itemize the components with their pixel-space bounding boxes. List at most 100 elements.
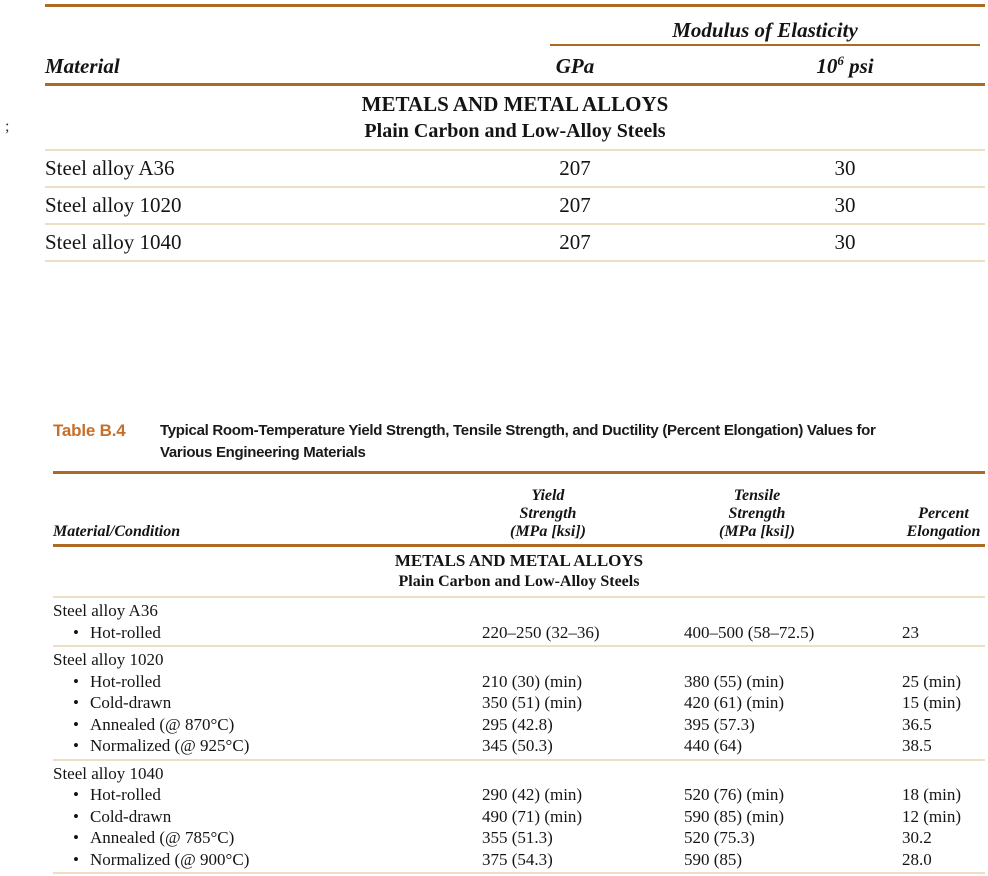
bullet-icon: •	[73, 671, 79, 691]
row-separator	[45, 149, 985, 151]
material-cell: Steel alloy A36	[45, 156, 175, 180]
condition-label: Hot-rolled	[90, 785, 161, 804]
section-header: METALS AND METAL ALLOYS Plain Carbon and…	[53, 547, 985, 596]
modulus-column-header-row: Material GPa 106 psi	[45, 46, 985, 83]
bullet-icon: •	[73, 785, 79, 804]
yield-value: 375 (54.3)	[482, 849, 553, 869]
table-row: • Annealed (@ 870°C) 295 (42.8) 395 (57.3…	[53, 714, 985, 736]
yield-value: 345 (50.3)	[482, 736, 553, 755]
table-b4: Table B.4 Typical Room-Temperature Yield…	[53, 415, 985, 874]
material-cell: Steel alloy 1020	[45, 193, 182, 217]
elongation-value: 12 (min)	[902, 806, 962, 826]
elongation-value: 38.5	[902, 736, 932, 755]
yield-value: 220–250 (32–36)	[482, 622, 600, 642]
psi-value: 30	[834, 193, 856, 217]
condition-cell: • Hot-rolled	[53, 622, 482, 644]
psi-value: 30	[834, 230, 856, 254]
table-label: Table B.4	[53, 421, 126, 440]
bullet-icon: •	[73, 828, 79, 847]
yield-value: 210 (30) (min)	[482, 671, 583, 691]
material-group: Steel alloy A36 • Hot-rolled 220–250 (32–…	[53, 598, 985, 647]
condition-label: Normalized (@ 925°C)	[90, 736, 250, 755]
section-title: METALS AND METAL ALLOYS	[394, 551, 644, 570]
condition-label: Hot-rolled	[90, 671, 161, 691]
yield-value: 290 (42) (min)	[482, 785, 583, 804]
condition-cell: • Annealed (@ 870°C)	[53, 714, 482, 736]
table-row: Steel alloy 1040 207 30	[45, 225, 985, 262]
elongation-value: 30.2	[902, 828, 932, 847]
section-subtitle: Plain Carbon and Low-Alloy Steels	[364, 120, 666, 142]
material-cell: Steel alloy 1040	[45, 230, 182, 254]
section-header: METALS AND METAL ALLOYS Plain Carbon and…	[45, 86, 985, 149]
material-condition-header: Material/Condition	[53, 523, 181, 540]
bullet-icon: •	[73, 714, 79, 734]
elongation-value: 15 (min)	[902, 693, 962, 712]
condition-cell: • Hot-rolled	[53, 784, 482, 806]
psi-column-header: 106 psi	[816, 53, 874, 78]
condition-label: Hot-rolled	[90, 622, 161, 642]
modulus-group-header-row: Modulus of Elasticity	[45, 7, 985, 46]
elongation-value: 25 (min)	[902, 671, 962, 691]
tensile-value: 395 (57.3)	[684, 714, 755, 734]
table-top-rule	[53, 471, 985, 474]
tensile-value: 590 (85)	[684, 849, 743, 869]
table-row: • Annealed (@ 785°C) 355 (51.3) 520 (75.3…	[53, 827, 985, 849]
condition-cell: • Normalized (@ 925°C)	[53, 735, 482, 757]
bullet-icon: •	[73, 806, 79, 826]
condition-cell: • Cold-drawn	[53, 806, 482, 828]
yield-value: 350 (51) (min)	[482, 693, 583, 712]
tensile-value: 400–500 (58–72.5)	[684, 622, 815, 642]
column-header-row: Material/Condition Yield Strength (MPa […	[53, 474, 985, 544]
tensile-value: 380 (55) (min)	[684, 671, 785, 691]
table-row: • Hot-rolled 220–250 (32–36) 400–500 (58–…	[53, 622, 985, 644]
gpa-value: 207	[559, 230, 591, 254]
bullet-icon: •	[73, 622, 79, 642]
material-column-header: Material	[45, 54, 120, 78]
tensile-value: 590 (85) (min)	[684, 806, 785, 826]
elongation-value: 36.5	[902, 714, 932, 734]
table-row: • Hot-rolled 210 (30) (min) 380 (55) (min…	[53, 671, 985, 693]
material-group: Steel alloy 1040 • Hot-rolled 290 (42) (m…	[53, 761, 985, 874]
condition-cell: • Hot-rolled	[53, 671, 482, 693]
table-row: • Cold-drawn 490 (71) (min) 590 (85) (min…	[53, 806, 985, 828]
table-row: • Cold-drawn 350 (51) (min) 420 (61) (min…	[53, 692, 985, 714]
tensile-value: 520 (76) (min)	[684, 785, 785, 804]
gpa-value: 207	[559, 156, 591, 180]
table-caption: Table B.4 Typical Room-Temperature Yield…	[53, 420, 985, 464]
tensile-value: 440 (64)	[684, 736, 743, 755]
table-top-rule	[45, 4, 985, 7]
material-group: Steel alloy 1020 • Hot-rolled 210 (30) (m…	[53, 647, 985, 761]
group-name: Steel alloy 1020	[53, 650, 164, 669]
table-row: • Normalized (@ 925°C) 345 (50.3) 440 (64…	[53, 735, 985, 757]
bullet-icon: •	[73, 849, 79, 869]
percent-elongation-header: Percent Elongation	[906, 505, 981, 540]
bullet-icon: •	[73, 693, 79, 712]
yield-value: 355 (51.3)	[482, 828, 553, 847]
caption-line-2: Various Engineering Materials	[160, 444, 366, 461]
tensile-value: 520 (75.3)	[684, 828, 755, 847]
condition-label: Annealed (@ 870°C)	[90, 714, 235, 734]
condition-cell: • Cold-drawn	[53, 692, 482, 714]
modulus-group-header: Modulus of Elasticity	[672, 18, 858, 42]
caption-line-1: Typical Room-Temperature Yield Strength,…	[160, 422, 876, 439]
modulus-table: Modulus of Elasticity Material GPa 106 p…	[45, 4, 985, 262]
group-name: Steel alloy 1040	[53, 763, 164, 783]
yield-value: 490 (71) (min)	[482, 806, 583, 826]
bullet-icon: •	[73, 736, 79, 755]
table-row: • Normalized (@ 900°C) 375 (54.3) 590 (85…	[53, 849, 985, 871]
elongation-value: 28.0	[902, 849, 932, 869]
table-row: • Hot-rolled 290 (42) (min) 520 (76) (min…	[53, 784, 985, 806]
page-margin-artifact: ;	[5, 118, 10, 135]
condition-label: Normalized (@ 900°C)	[90, 849, 250, 869]
gpa-value: 207	[559, 193, 591, 217]
table-row: Steel alloy 1020 207 30	[45, 188, 985, 225]
condition-label: Cold-drawn	[90, 693, 172, 712]
elongation-value: 23	[902, 622, 919, 642]
table-row: Steel alloy A36 207 30	[45, 151, 985, 188]
header-bottom-rule	[45, 83, 985, 86]
header-bottom-rule	[53, 544, 985, 547]
condition-cell: • Annealed (@ 785°C)	[53, 827, 482, 849]
condition-label: Cold-drawn	[90, 806, 172, 826]
condition-label: Annealed (@ 785°C)	[90, 828, 235, 847]
gpa-column-header: GPa	[555, 54, 595, 78]
